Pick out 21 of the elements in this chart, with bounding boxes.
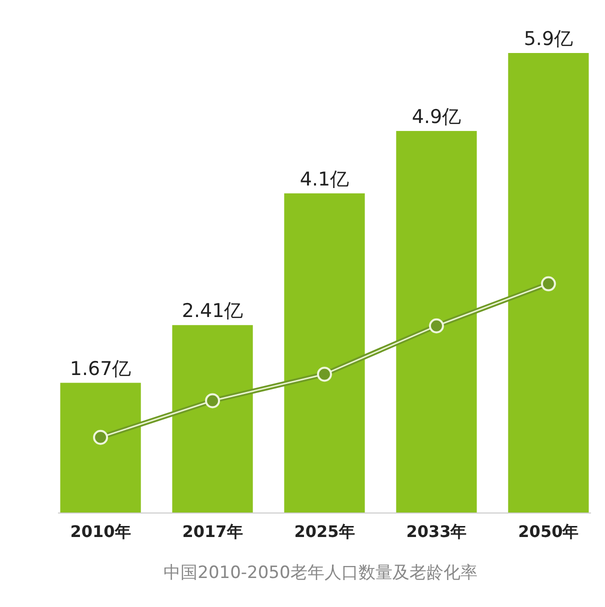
data-label: 2.41亿	[182, 300, 244, 322]
x-tick-label: 2050年	[518, 522, 579, 541]
point	[317, 366, 332, 382]
x-tick-label: 2025年	[294, 522, 355, 541]
x-tick-label: 2033年	[406, 522, 467, 541]
x-tick-label: 2010年	[70, 522, 131, 541]
bar	[60, 382, 141, 513]
bar	[172, 325, 253, 513]
x-tick-label: 2017年	[182, 522, 243, 541]
point	[205, 393, 220, 408]
bar	[396, 130, 477, 513]
data-label: 4.9亿	[412, 106, 462, 128]
point	[540, 276, 556, 292]
point	[428, 318, 444, 334]
bar	[508, 53, 589, 513]
point	[93, 430, 108, 445]
text: 中国2010-2050老年人口数量及老龄化率	[164, 563, 478, 583]
bar	[284, 193, 365, 513]
data-label: 1.67亿	[70, 358, 132, 380]
data-label: 5.9亿	[524, 28, 574, 50]
data-label: 4.1亿	[300, 168, 350, 190]
